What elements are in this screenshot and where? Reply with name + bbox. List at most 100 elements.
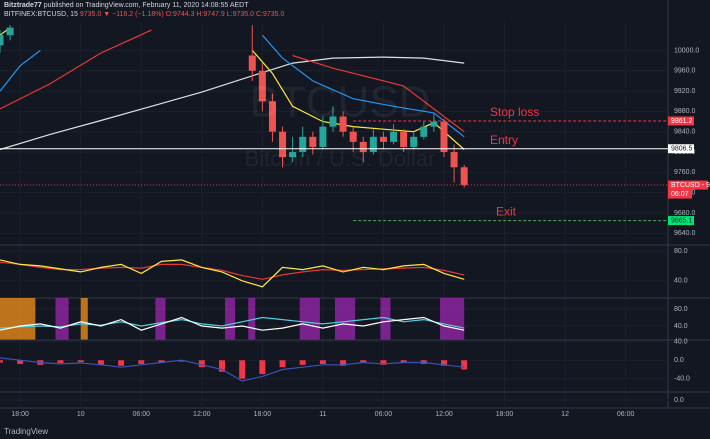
y-tick-label: 9880.0 [674, 108, 696, 115]
histogram-bar [218, 360, 225, 372]
zone [248, 298, 256, 340]
indicator-line [0, 316, 465, 331]
y-tick-label: 40.0 [674, 339, 688, 346]
annotation: Stop loss [490, 105, 539, 119]
x-tick-label: 06:00 [617, 411, 635, 418]
y-tick-label: 80.0 [674, 248, 688, 255]
candle-body [329, 116, 337, 127]
histogram-bar [239, 360, 246, 379]
zone [80, 298, 88, 340]
candle-body [299, 136, 307, 153]
candle-body [379, 136, 387, 142]
y-tick-label: 40.0 [674, 278, 688, 285]
indicator-line [0, 29, 465, 133]
y-tick-label: 10000.0 [674, 47, 699, 54]
pane [0, 25, 668, 234]
histogram-bar [380, 360, 387, 365]
x-tick-label: 12 [561, 411, 569, 418]
x-tick-label: 18:00 [11, 411, 29, 418]
published: published on TradingView.com, February 1… [43, 2, 249, 9]
histogram-bar [77, 360, 84, 363]
candle-body [268, 101, 276, 132]
y-tick-label: -40.0 [674, 375, 690, 382]
candle-body [420, 126, 428, 137]
x-tick-label: 18:00 [496, 411, 514, 418]
histogram-bar [400, 360, 407, 363]
histogram-bar [259, 360, 266, 375]
candle-body [6, 27, 14, 36]
x-tick-label: 18:00 [254, 411, 272, 418]
y-tick-label: 9920.0 [674, 88, 696, 95]
price-box [668, 180, 708, 190]
candle-body [248, 55, 256, 71]
ohlc: O:9744.3 H:9747.9 L:9735.0 C:9735.0 [165, 11, 285, 18]
y-tick-label: 80.0 [674, 306, 688, 313]
zone [225, 298, 236, 340]
zone [155, 298, 166, 340]
symbol: BITFINEX:BTCUSD, 15 [4, 11, 78, 18]
indicator-line [0, 259, 465, 288]
y-tick-label: 9760.0 [674, 169, 696, 176]
candle-body [460, 167, 468, 186]
price-box [668, 116, 694, 126]
histogram-bar [97, 360, 104, 365]
y-tick-label: 9840.0 [674, 129, 696, 136]
countdown-box [668, 189, 692, 199]
price-label: BTCUSD - 9735.0 [671, 182, 710, 189]
price-label: 9806.5 [671, 146, 693, 153]
candle-body [359, 141, 367, 153]
zone [55, 298, 69, 340]
zone [335, 298, 356, 340]
y-tick-label: 9960.0 [674, 68, 696, 75]
histogram-bar [178, 360, 185, 362]
watermark-sub: Bitcoin / U.S. Dollar [245, 146, 436, 171]
annotation: Entry [490, 133, 518, 147]
x-tick-label: 06:00 [133, 411, 151, 418]
candle-body [400, 131, 408, 147]
candle-body [450, 152, 458, 168]
candle-body [309, 136, 317, 147]
candle-body [440, 121, 448, 153]
x-tick-label: 12:00 [435, 411, 453, 418]
histogram-bar [198, 360, 205, 368]
candle-body [430, 121, 438, 127]
candle-body [289, 152, 297, 158]
candle-body [339, 116, 347, 132]
y-tick-label: 0.0 [674, 397, 684, 404]
price-box [668, 216, 694, 226]
zone [0, 298, 36, 340]
watermark: BTCUSD [250, 78, 431, 127]
candle-body [390, 131, 398, 142]
price-label: 9861.2 [671, 118, 693, 125]
histogram-bar [17, 360, 24, 364]
price-box [668, 144, 694, 154]
header-line: BITFINEX:BTCUSD, 15 9735.0 ▼ −116.2 (−1.… [4, 11, 284, 18]
zone [439, 298, 465, 340]
histogram-bar [461, 360, 468, 370]
histogram-bar [340, 360, 347, 366]
x-tick-label: 10 [77, 411, 85, 418]
pane [0, 250, 668, 288]
histogram-bar [138, 360, 145, 364]
y-tick-label: 0.0 [674, 357, 684, 364]
brand[interactable]: TradingView [4, 427, 49, 436]
histogram-bar [299, 360, 306, 365]
annotation: Exit [496, 205, 517, 219]
histogram-bar [118, 360, 125, 366]
histogram-bar [440, 360, 447, 366]
x-tick-label: 06:00 [375, 411, 393, 418]
countdown: 06:07 [671, 191, 689, 198]
candle-body [349, 131, 357, 142]
zone [380, 298, 391, 340]
candle-body [410, 136, 418, 147]
y-tick-label: 40.0 [674, 323, 688, 330]
candle-body [369, 136, 377, 153]
header-line: Bitztrade77 published on TradingView.com… [4, 2, 249, 9]
histogram-bar [57, 360, 64, 364]
candle-body [0, 35, 4, 46]
histogram-bar [319, 360, 326, 364]
change: 9735.0 ▼ −116.2 (−1.18%) [79, 11, 164, 18]
candle-body [319, 126, 327, 147]
x-tick-label: 11 [319, 411, 326, 418]
